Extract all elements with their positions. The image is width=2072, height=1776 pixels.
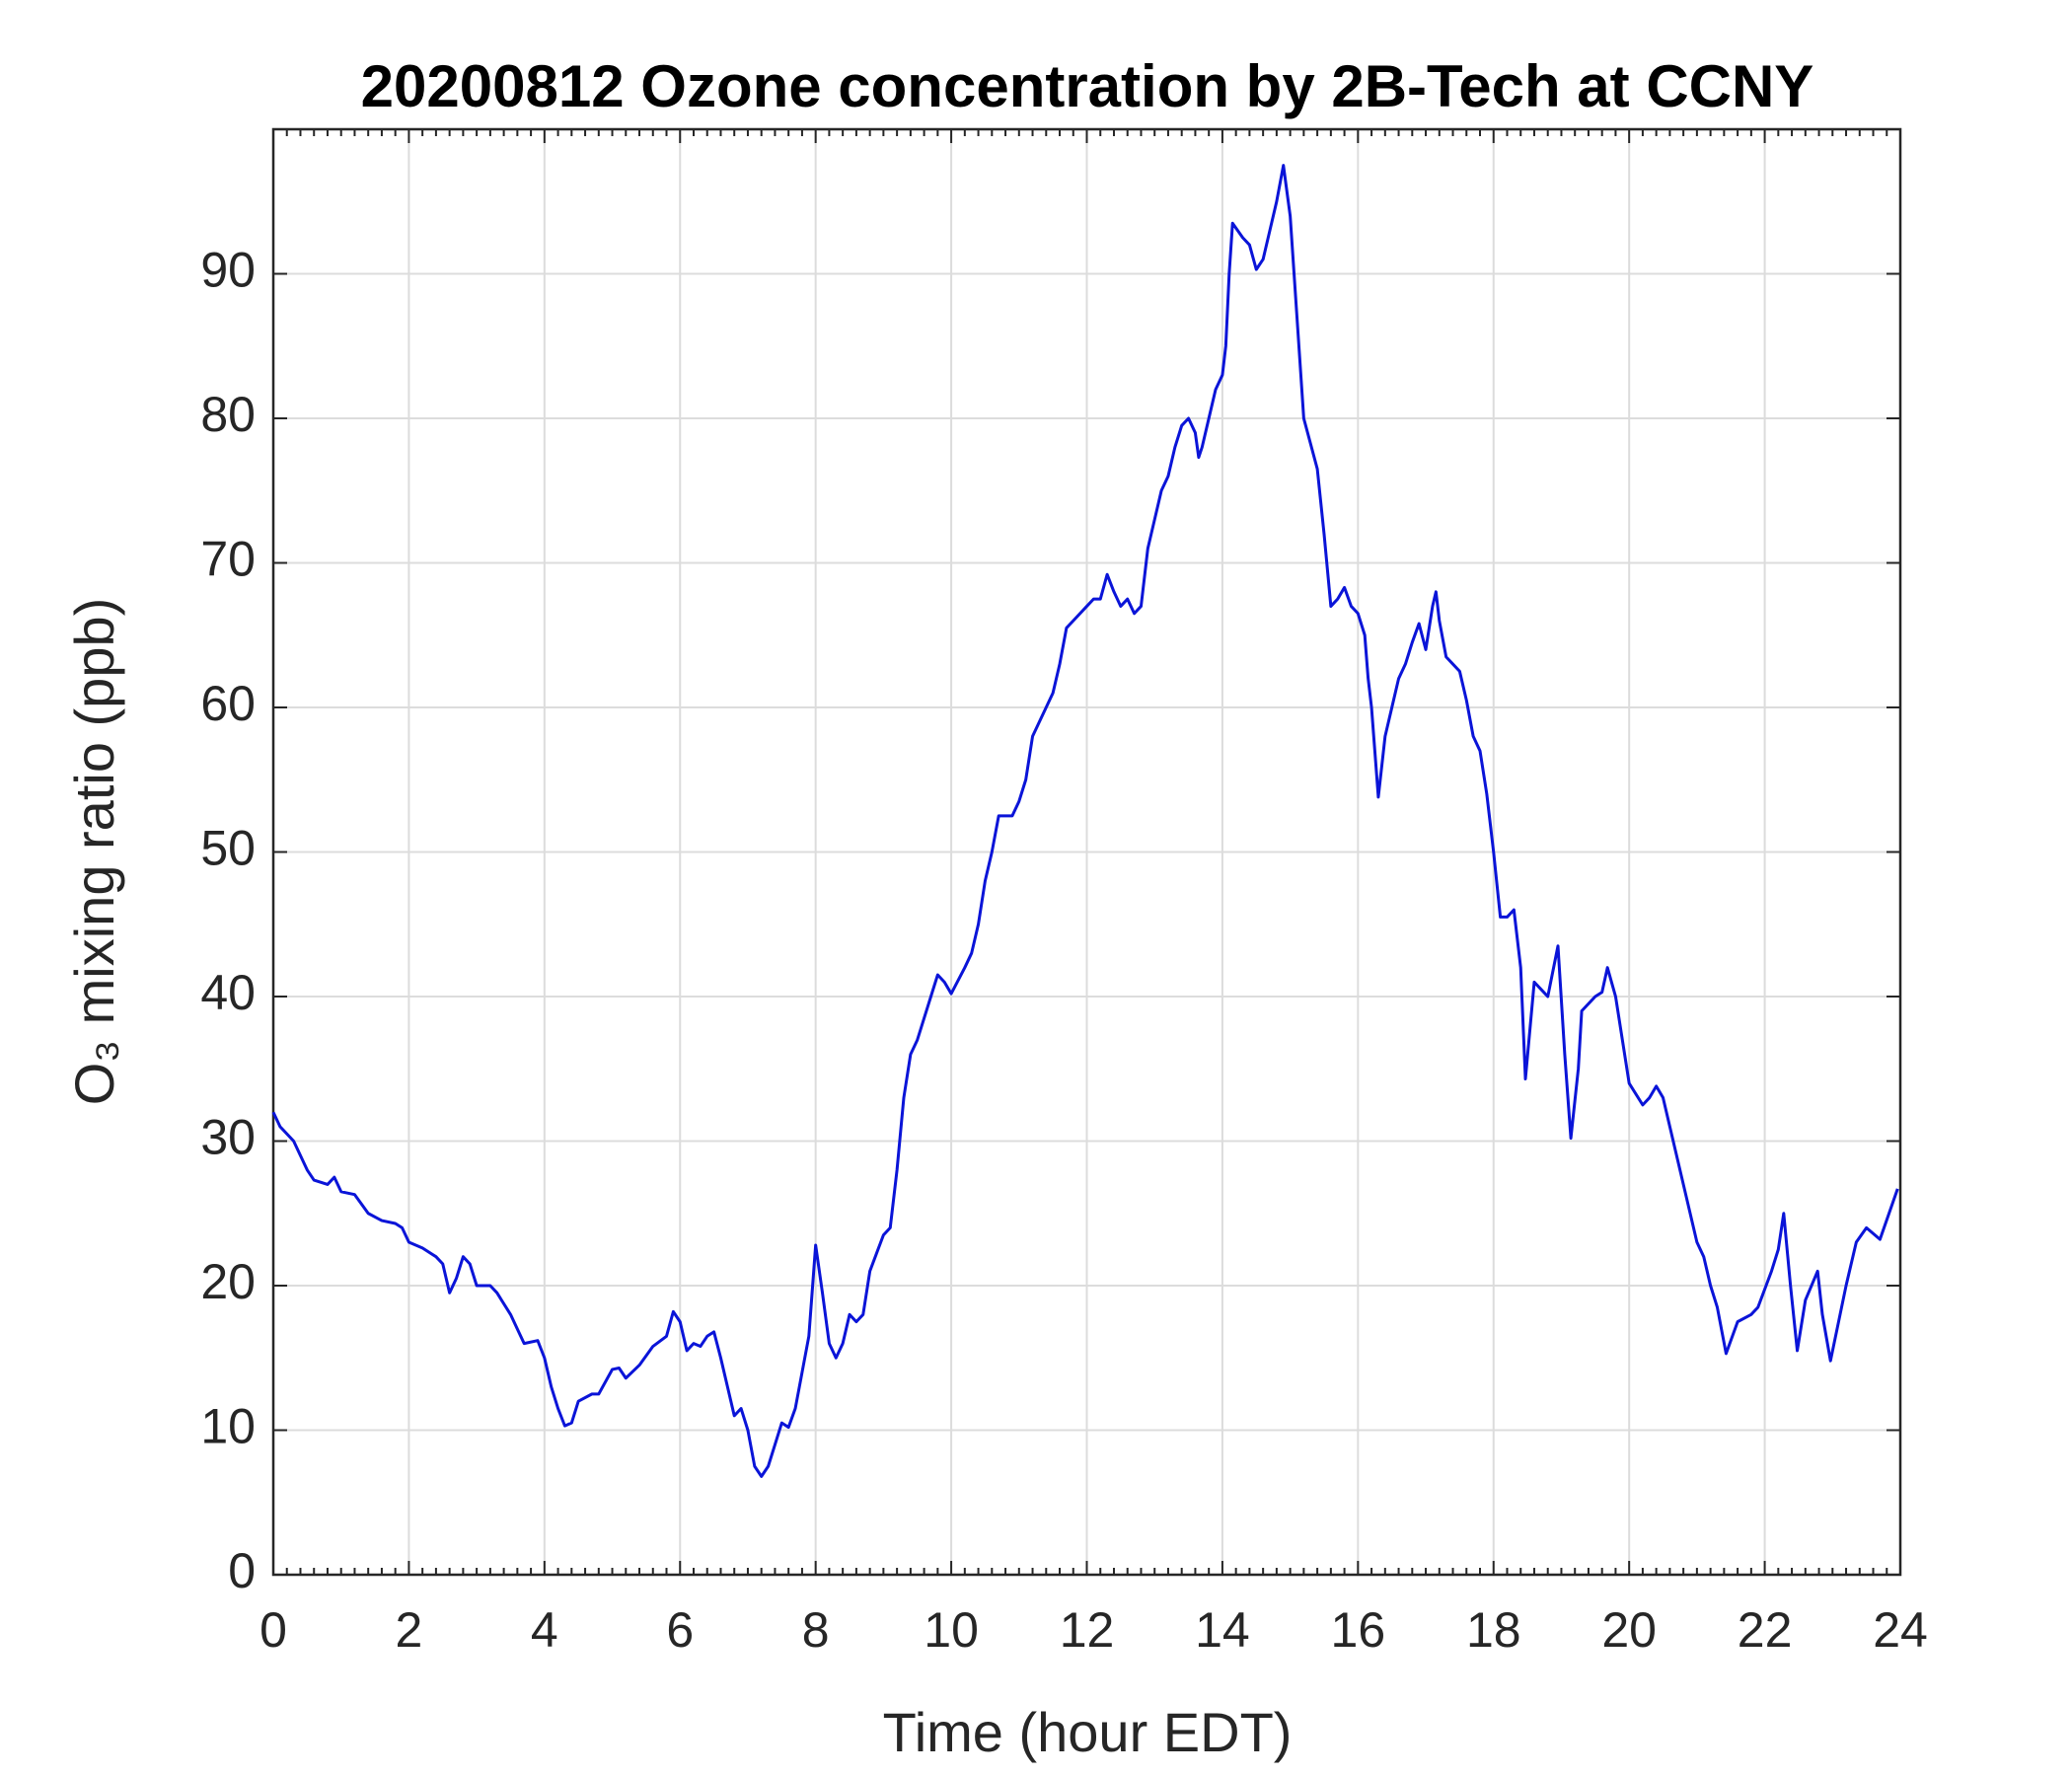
x-axis-label: Time (hour EDT): [883, 1701, 1293, 1763]
chart-title: 20200812 Ozone concentration by 2B-Tech …: [361, 53, 1814, 119]
y-tick-label: 60: [200, 676, 256, 731]
plot-frame: [271, 127, 1902, 1577]
x-tick-label: 18: [1466, 1602, 1521, 1658]
y-tick-label: 10: [200, 1399, 256, 1454]
x-tick-label: 6: [666, 1602, 694, 1658]
x-tick-label: 20: [1601, 1602, 1657, 1658]
y-tick-label: 70: [200, 532, 256, 587]
x-tick-label: 2: [396, 1602, 423, 1658]
x-tick-label: 12: [1060, 1602, 1115, 1658]
y-axis-label: O₃ mixing ratio (ppb): [63, 598, 125, 1106]
y-tick-label: 0: [228, 1543, 256, 1598]
x-tick-label: 10: [924, 1602, 979, 1658]
y-tick-label: 40: [200, 965, 256, 1020]
data-line: [271, 164, 1899, 1478]
x-tick-label: 4: [531, 1602, 558, 1658]
x-tick-label: 24: [1873, 1602, 1928, 1658]
x-tick-label: 0: [259, 1602, 287, 1658]
x-tick-label: 22: [1738, 1602, 1793, 1658]
y-tick-label: 80: [200, 387, 256, 442]
x-tick-label: 16: [1331, 1602, 1386, 1658]
y-tick-label: 90: [200, 243, 256, 298]
x-tick-label: 14: [1195, 1602, 1250, 1658]
y-tick-label: 20: [200, 1254, 256, 1309]
x-tick-label: 8: [802, 1602, 830, 1658]
y-tick-label: 30: [200, 1110, 256, 1165]
y-tick-label: 50: [200, 821, 256, 876]
